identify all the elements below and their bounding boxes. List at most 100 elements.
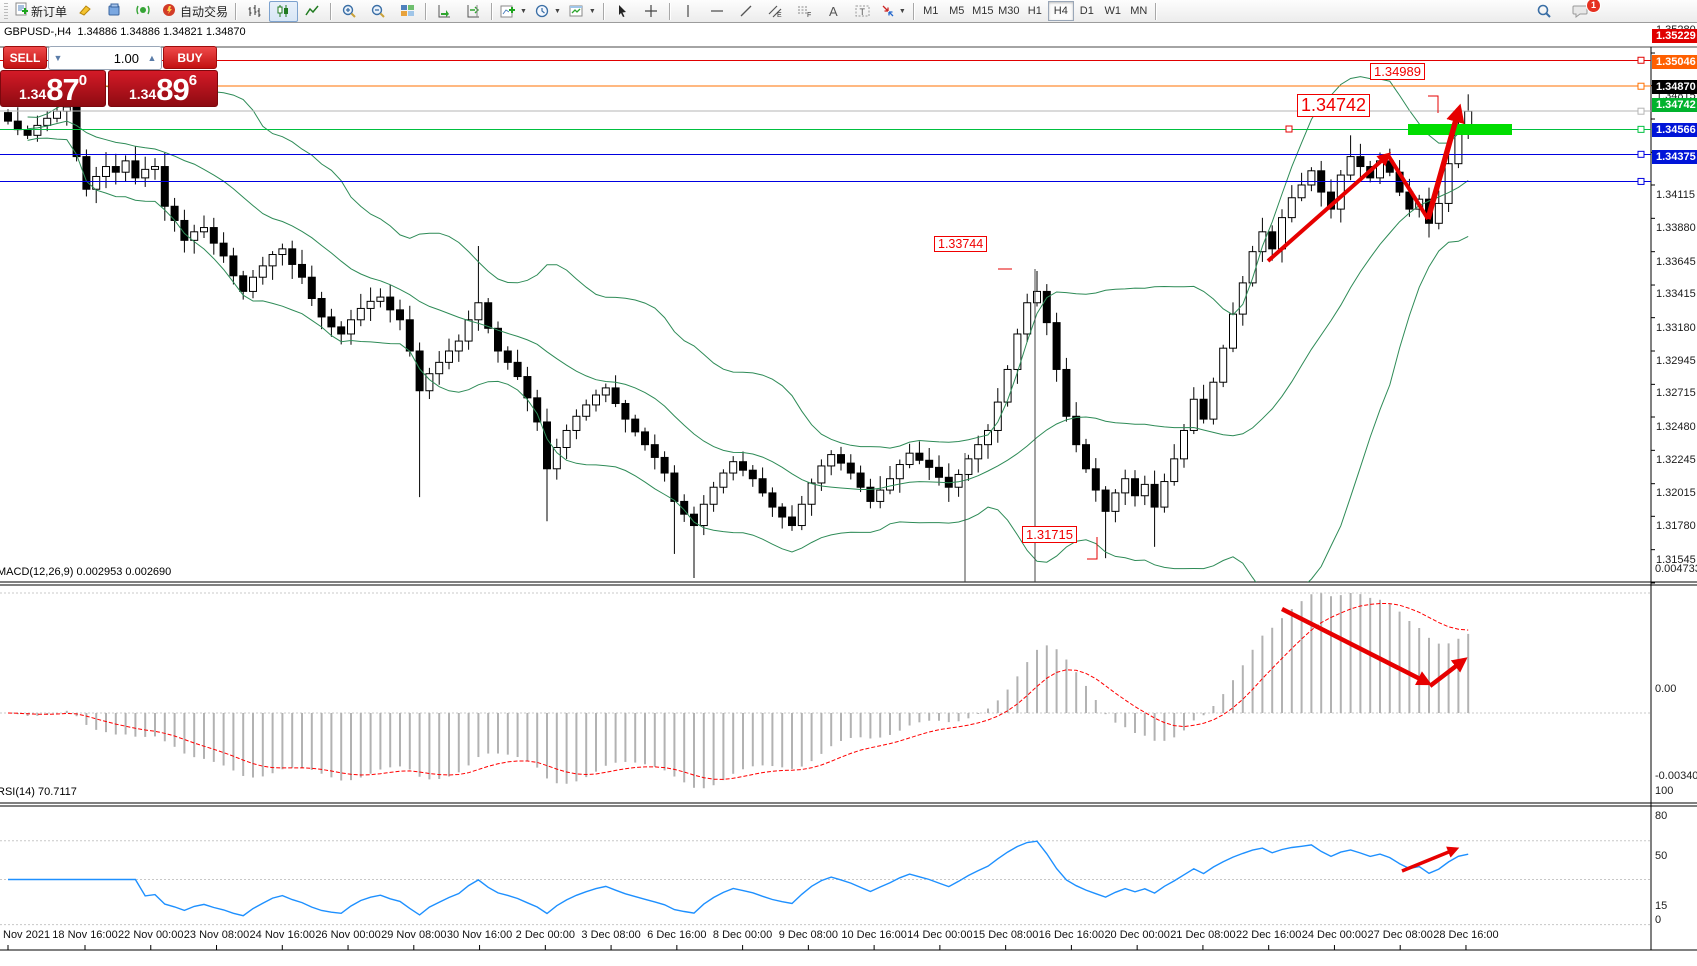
- buy-button[interactable]: BUY: [163, 46, 217, 69]
- tf-h1-button[interactable]: H1: [1027, 5, 1042, 17]
- toolbar-separator: [602, 2, 605, 20]
- templates-icon: [569, 5, 583, 16]
- tile-windows-button[interactable]: [393, 1, 422, 22]
- sell-price-sup: 0: [78, 72, 88, 89]
- zoom-out-icon: [371, 4, 385, 18]
- volume-spinner[interactable]: ▼ 1.00 ▲: [48, 46, 162, 70]
- indicators-button[interactable]: ▼: [496, 1, 531, 22]
- arrows-button[interactable]: ▼: [877, 1, 910, 22]
- sell-button[interactable]: SELL: [3, 46, 47, 69]
- autotrade-label: 自动交易: [180, 4, 229, 19]
- tile-windows-icon: [401, 5, 415, 16]
- line-chart-button[interactable]: [298, 1, 327, 22]
- candlestick-button[interactable]: [269, 0, 299, 22]
- macd-up-arrow: [1428, 657, 1468, 688]
- chart-area[interactable]: [0, 23, 1697, 951]
- crosshair-button[interactable]: [637, 1, 666, 22]
- channel-button[interactable]: E: [761, 1, 790, 22]
- vline-icon: [687, 5, 689, 17]
- dropdown-arrow-icon: ▼: [520, 7, 527, 15]
- sell-price-box[interactable]: 1.34 87 0: [0, 70, 106, 107]
- templates-button[interactable]: ▼: [565, 1, 600, 22]
- autoscroll-icon: [438, 5, 451, 18]
- toolbar-separator: [1154, 2, 1157, 20]
- signals-button[interactable]: [129, 1, 158, 22]
- profiles-icon: [107, 3, 122, 20]
- dropdown-arrow-icon: ▼: [553, 7, 561, 15]
- zoom-out-button[interactable]: [364, 1, 393, 22]
- text-button[interactable]: A: [819, 1, 848, 22]
- breakout-arrow: [1425, 103, 1465, 220]
- tf-m30-button[interactable]: M30: [998, 5, 1020, 17]
- search-icon: [1537, 4, 1551, 18]
- new-order-button[interactable]: 新订单: [10, 1, 71, 22]
- periods-button[interactable]: ▼: [531, 1, 565, 22]
- dropdown-arrow-icon: ▼: [898, 7, 906, 15]
- candlestick-icon: [277, 5, 289, 17]
- bollinger-middle: [27, 120, 1469, 490]
- trendline-button[interactable]: [732, 1, 761, 22]
- tf-d1-button[interactable]: D1: [1079, 5, 1094, 17]
- text-label-icon: T: [855, 5, 870, 17]
- pullback-line: [1386, 153, 1430, 221]
- autoscroll-button[interactable]: [430, 1, 459, 22]
- text-label-button[interactable]: T: [848, 1, 877, 22]
- tf-m5-button[interactable]: M5: [949, 5, 965, 17]
- zoom-in-button[interactable]: [335, 1, 364, 22]
- macd-signal-line: [7, 602, 1469, 780]
- dropdown-arrow-icon: ▼: [588, 7, 596, 15]
- toolbar-grip[interactable]: [4, 3, 8, 19]
- tf-m1-button[interactable]: M1: [923, 5, 939, 17]
- toolbar-separator: [425, 2, 428, 20]
- signals-icon: [136, 3, 151, 20]
- bar-chart-icon: [248, 5, 261, 17]
- toolbar-separator: [235, 2, 238, 20]
- tf-h4-button[interactable]: H4: [1047, 1, 1074, 21]
- notifications-button[interactable]: 1: [1566, 0, 1601, 22]
- profiles-button[interactable]: [100, 1, 129, 22]
- toolbar-separator: [330, 2, 333, 20]
- svg-text:F: F: [807, 12, 811, 18]
- channel-icon: E: [768, 5, 782, 18]
- autotrade-button[interactable]: 自动交易: [158, 1, 232, 22]
- text-icon: A: [829, 3, 838, 19]
- arrows-icon: [882, 5, 894, 17]
- clock-icon: [535, 4, 549, 18]
- cursor-button[interactable]: [608, 1, 637, 22]
- new-order-icon: [14, 2, 28, 20]
- buy-price-box[interactable]: 1.34 89 6: [108, 70, 218, 107]
- tf-m15-button[interactable]: M15: [972, 5, 994, 17]
- tf-w1-button[interactable]: W1: [1104, 5, 1122, 17]
- rsi-line: [8, 840, 1469, 917]
- buy-button-label: BUY: [177, 50, 203, 65]
- autotrade-icon: [162, 3, 177, 20]
- styles-button[interactable]: [71, 1, 100, 22]
- chart-shift-button[interactable]: [459, 1, 488, 22]
- rsi-up-arrow: [1401, 846, 1460, 873]
- line-chart-icon: [305, 5, 319, 16]
- fibonacci-button[interactable]: F: [790, 1, 819, 22]
- sell-price-big: 87: [46, 72, 79, 107]
- trend-arrow-up: [1266, 152, 1392, 263]
- buy-price-sup: 6: [188, 72, 198, 89]
- fibonacci-icon: F: [797, 6, 811, 18]
- buy-price-small: 1.34: [128, 86, 157, 102]
- volume-increase-icon[interactable]: ▲: [147, 53, 157, 63]
- indicators-icon: [500, 5, 516, 17]
- macd-histogram: [16, 592, 1470, 789]
- price-chart-svg[interactable]: [0, 23, 1697, 966]
- cursor-icon: [618, 5, 626, 17]
- search-button[interactable]: [1529, 1, 1558, 22]
- volume-value[interactable]: 1.00: [113, 50, 139, 66]
- hline-button[interactable]: [703, 1, 732, 22]
- tf-mn-button[interactable]: MN: [1130, 5, 1148, 17]
- volume-decrease-icon[interactable]: ▼: [53, 53, 63, 63]
- notification-badge: 1: [1586, 0, 1601, 13]
- vline-button[interactable]: [674, 1, 703, 22]
- green-highlight-bar: [1408, 124, 1512, 135]
- bollinger-upper: [27, 76, 1469, 449]
- bar-chart-button[interactable]: [240, 1, 269, 22]
- svg-text:T: T: [859, 7, 865, 17]
- toolbar-separator: [912, 2, 915, 20]
